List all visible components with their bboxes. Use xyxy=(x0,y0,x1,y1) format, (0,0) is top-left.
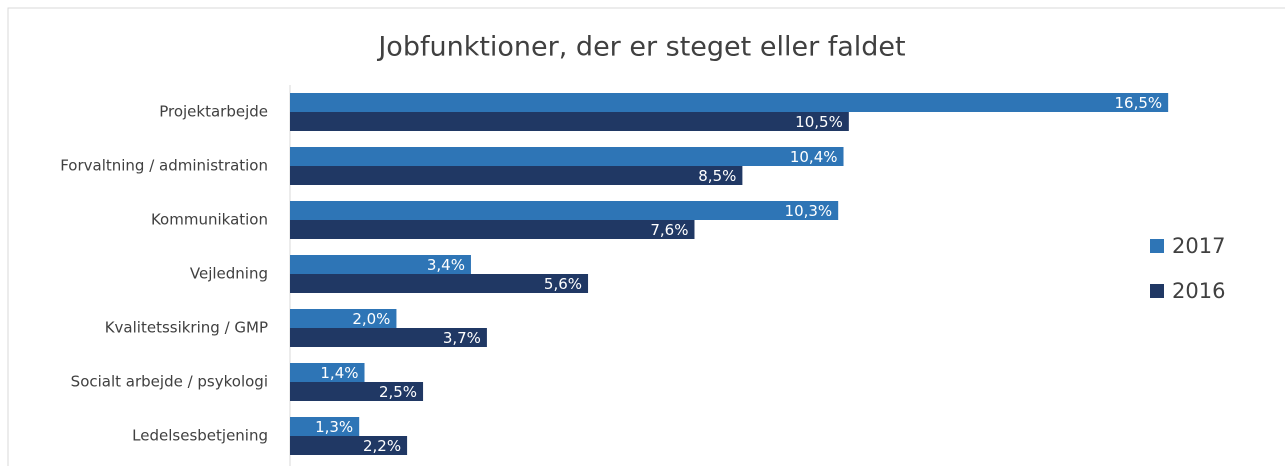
bar xyxy=(290,147,844,166)
category-label: Forvaltning / administration xyxy=(60,157,268,175)
data-label: 10,4% xyxy=(790,148,838,166)
category-label: Ledelsesbetjening xyxy=(132,427,268,445)
bar xyxy=(290,112,849,131)
data-label: 10,5% xyxy=(795,113,843,131)
bar xyxy=(290,255,471,274)
data-label: 2,5% xyxy=(379,383,417,401)
category-label: Socialt arbejde / psykologi xyxy=(71,373,268,391)
chart-title: Jobfunktioner, der er steget eller falde… xyxy=(376,32,905,63)
data-label: 3,4% xyxy=(427,256,465,274)
bar xyxy=(290,436,408,455)
bar xyxy=(290,328,487,347)
bar xyxy=(290,220,695,239)
category-label: Kommunikation xyxy=(151,211,268,229)
data-label: 3,7% xyxy=(443,329,481,347)
legend-label: 2017 xyxy=(1172,234,1225,258)
data-label: 2,0% xyxy=(352,310,390,328)
data-label: 8,5% xyxy=(698,167,736,185)
data-label: 5,6% xyxy=(544,275,582,293)
data-label: 1,4% xyxy=(320,364,358,382)
category-label: Vejledning xyxy=(190,265,268,283)
bar xyxy=(290,417,360,436)
data-label: 2,2% xyxy=(363,437,401,455)
bar xyxy=(290,309,397,328)
chart-border xyxy=(7,7,1285,466)
bar xyxy=(290,93,1169,112)
category-label: Projektarbejde xyxy=(159,103,268,121)
legend-label: 2016 xyxy=(1172,279,1225,303)
legend-swatch xyxy=(1150,284,1164,298)
data-label: 10,3% xyxy=(785,202,833,220)
bar xyxy=(290,166,743,185)
data-label: 7,6% xyxy=(650,221,688,239)
bar xyxy=(290,201,839,220)
bar xyxy=(290,274,589,293)
legend-swatch xyxy=(1150,239,1164,253)
bar xyxy=(290,363,365,382)
bar xyxy=(290,382,424,401)
category-label: Kvalitetssikring / GMP xyxy=(105,319,268,337)
data-label: 16,5% xyxy=(1115,94,1163,112)
data-label: 1,3% xyxy=(315,418,353,436)
